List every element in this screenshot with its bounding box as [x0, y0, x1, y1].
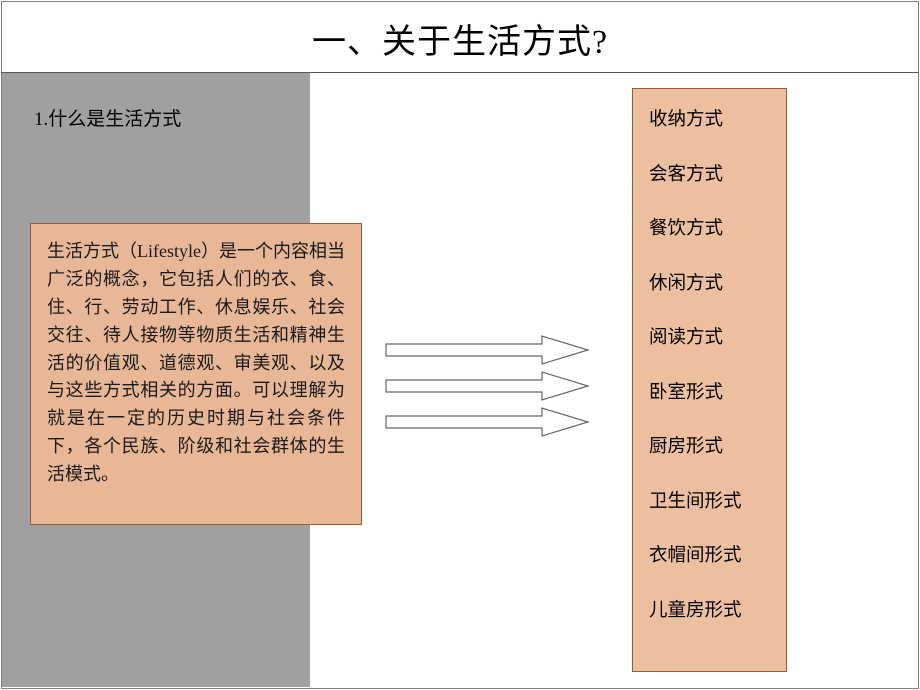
list-item: 儿童房形式 — [649, 602, 786, 621]
lifestyle-types-list: 收纳方式 会客方式 餐饮方式 休闲方式 阅读方式 卧室形式 厨房形式 卫生间形式… — [632, 88, 787, 672]
arrows-group — [382, 334, 592, 442]
subheading: 1.什么是生活方式 — [34, 104, 181, 131]
arrow-icon — [382, 334, 592, 366]
list-item: 厨房形式 — [649, 438, 786, 457]
arrow-icon — [382, 370, 592, 402]
list-item: 卧室形式 — [649, 384, 786, 403]
list-item: 休闲方式 — [649, 275, 786, 294]
list-item: 会客方式 — [649, 166, 786, 185]
page-title: 一、关于生活方式? — [0, 14, 920, 63]
list-item: 餐饮方式 — [649, 220, 786, 239]
list-item: 阅读方式 — [649, 329, 786, 348]
arrow-icon — [382, 406, 592, 438]
list-item: 衣帽间形式 — [649, 547, 786, 566]
definition-box: 生活方式（Lifestyle）是一个内容相当广泛的概念，它包括人们的衣、食、住、… — [30, 223, 362, 525]
list-item: 卫生间形式 — [649, 493, 786, 512]
list-item: 收纳方式 — [649, 111, 786, 130]
